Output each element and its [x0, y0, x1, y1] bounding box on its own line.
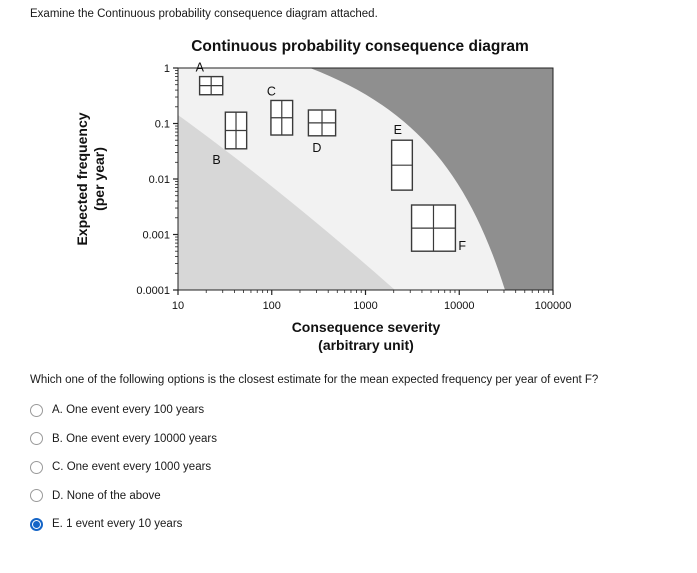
event-box-B: B: [212, 111, 248, 167]
event-box-A: A: [196, 61, 224, 96]
risk-band-low: [178, 115, 395, 290]
x-tick-label: 100000: [535, 300, 572, 312]
event-label-C: C: [267, 84, 276, 98]
event-box-C: C: [267, 84, 294, 136]
x-tick-label: 1000: [353, 300, 377, 312]
risk-bands: [178, 68, 553, 290]
option-label: C. One event every 1000 years: [52, 461, 211, 473]
event-label-B: B: [212, 153, 220, 167]
option-text: 1 event every 10 years: [62, 518, 183, 531]
option-label: D. None of the above: [52, 490, 161, 502]
option-letter: A.: [52, 404, 63, 417]
x-axis-ticks: 10 100 1000 10000 100000: [172, 290, 571, 312]
radio-button[interactable]: [30, 460, 43, 474]
y-tick-label: 0.001: [142, 230, 170, 242]
x-axis-label: Consequence severity: [292, 319, 441, 335]
y-axis-ticks: 1 0.1 0.01 0.001 0.0001: [136, 63, 178, 297]
x-tick-label: 10000: [444, 300, 475, 312]
option-d[interactable]: D. None of the above: [30, 482, 217, 511]
event-label-E: E: [394, 123, 402, 137]
event-label-D: D: [312, 141, 321, 155]
radio-button[interactable]: [30, 403, 43, 417]
option-letter: C.: [52, 461, 64, 474]
option-letter: D.: [52, 489, 64, 502]
option-text: One event every 100 years: [62, 404, 205, 417]
y-axis-label: Expected frequency: [74, 112, 90, 245]
x-axis-label-unit: (arbitrary unit): [318, 337, 414, 353]
event-box-D: D: [307, 109, 337, 155]
radio-button[interactable]: [30, 489, 43, 503]
event-box-F: F: [410, 204, 466, 253]
event-box-E: E: [390, 123, 414, 191]
option-label: E. 1 event every 10 years: [52, 518, 182, 530]
option-text: One event every 10000 years: [62, 432, 217, 445]
risk-band-high: [310, 68, 553, 290]
chart-plot-area: 10 100 1000 10000 100000 1 0.1 0.01 0.001 0.0001 A…: [136, 61, 571, 312]
x-tick-label: 10: [172, 300, 184, 312]
option-label: A. One event every 100 years: [52, 404, 204, 416]
chart-title: Continuous probability consequence diagr…: [191, 38, 529, 55]
radio-button[interactable]: [30, 432, 43, 446]
radio-button[interactable]: [30, 517, 43, 531]
option-text: One event every 1000 years: [63, 461, 212, 474]
instruction-text: Examine the Continuous probability conse…: [30, 8, 378, 20]
y-tick-label: 0.1: [155, 119, 170, 131]
x-tick-label: 100: [263, 300, 281, 312]
options-list: A. One event every 100 years B. One even…: [30, 396, 217, 539]
question-text: Which one of the following options is th…: [30, 374, 599, 386]
option-e[interactable]: E. 1 event every 10 years: [30, 510, 217, 539]
option-text: None of the above: [63, 489, 161, 502]
option-letter: B.: [52, 432, 63, 445]
option-letter: E.: [52, 518, 63, 531]
option-b[interactable]: B. One event every 10000 years: [30, 425, 217, 454]
y-tick-label: 1: [164, 63, 170, 75]
event-label-F: F: [458, 239, 466, 253]
y-tick-label: 0.01: [149, 174, 170, 186]
option-a[interactable]: A. One event every 100 years: [30, 396, 217, 425]
option-label: B. One event every 10000 years: [52, 433, 217, 445]
event-boxes: A B C D E F: [196, 61, 467, 254]
event-label-A: A: [196, 61, 205, 75]
option-c[interactable]: C. One event every 1000 years: [30, 453, 217, 482]
probability-consequence-chart: 10 100 1000 10000 100000 1 0.1 0.01 0.001 0.0001 A…: [74, 38, 571, 353]
y-axis-label-unit: (per year): [91, 147, 107, 211]
y-tick-label: 0.0001: [136, 285, 170, 297]
